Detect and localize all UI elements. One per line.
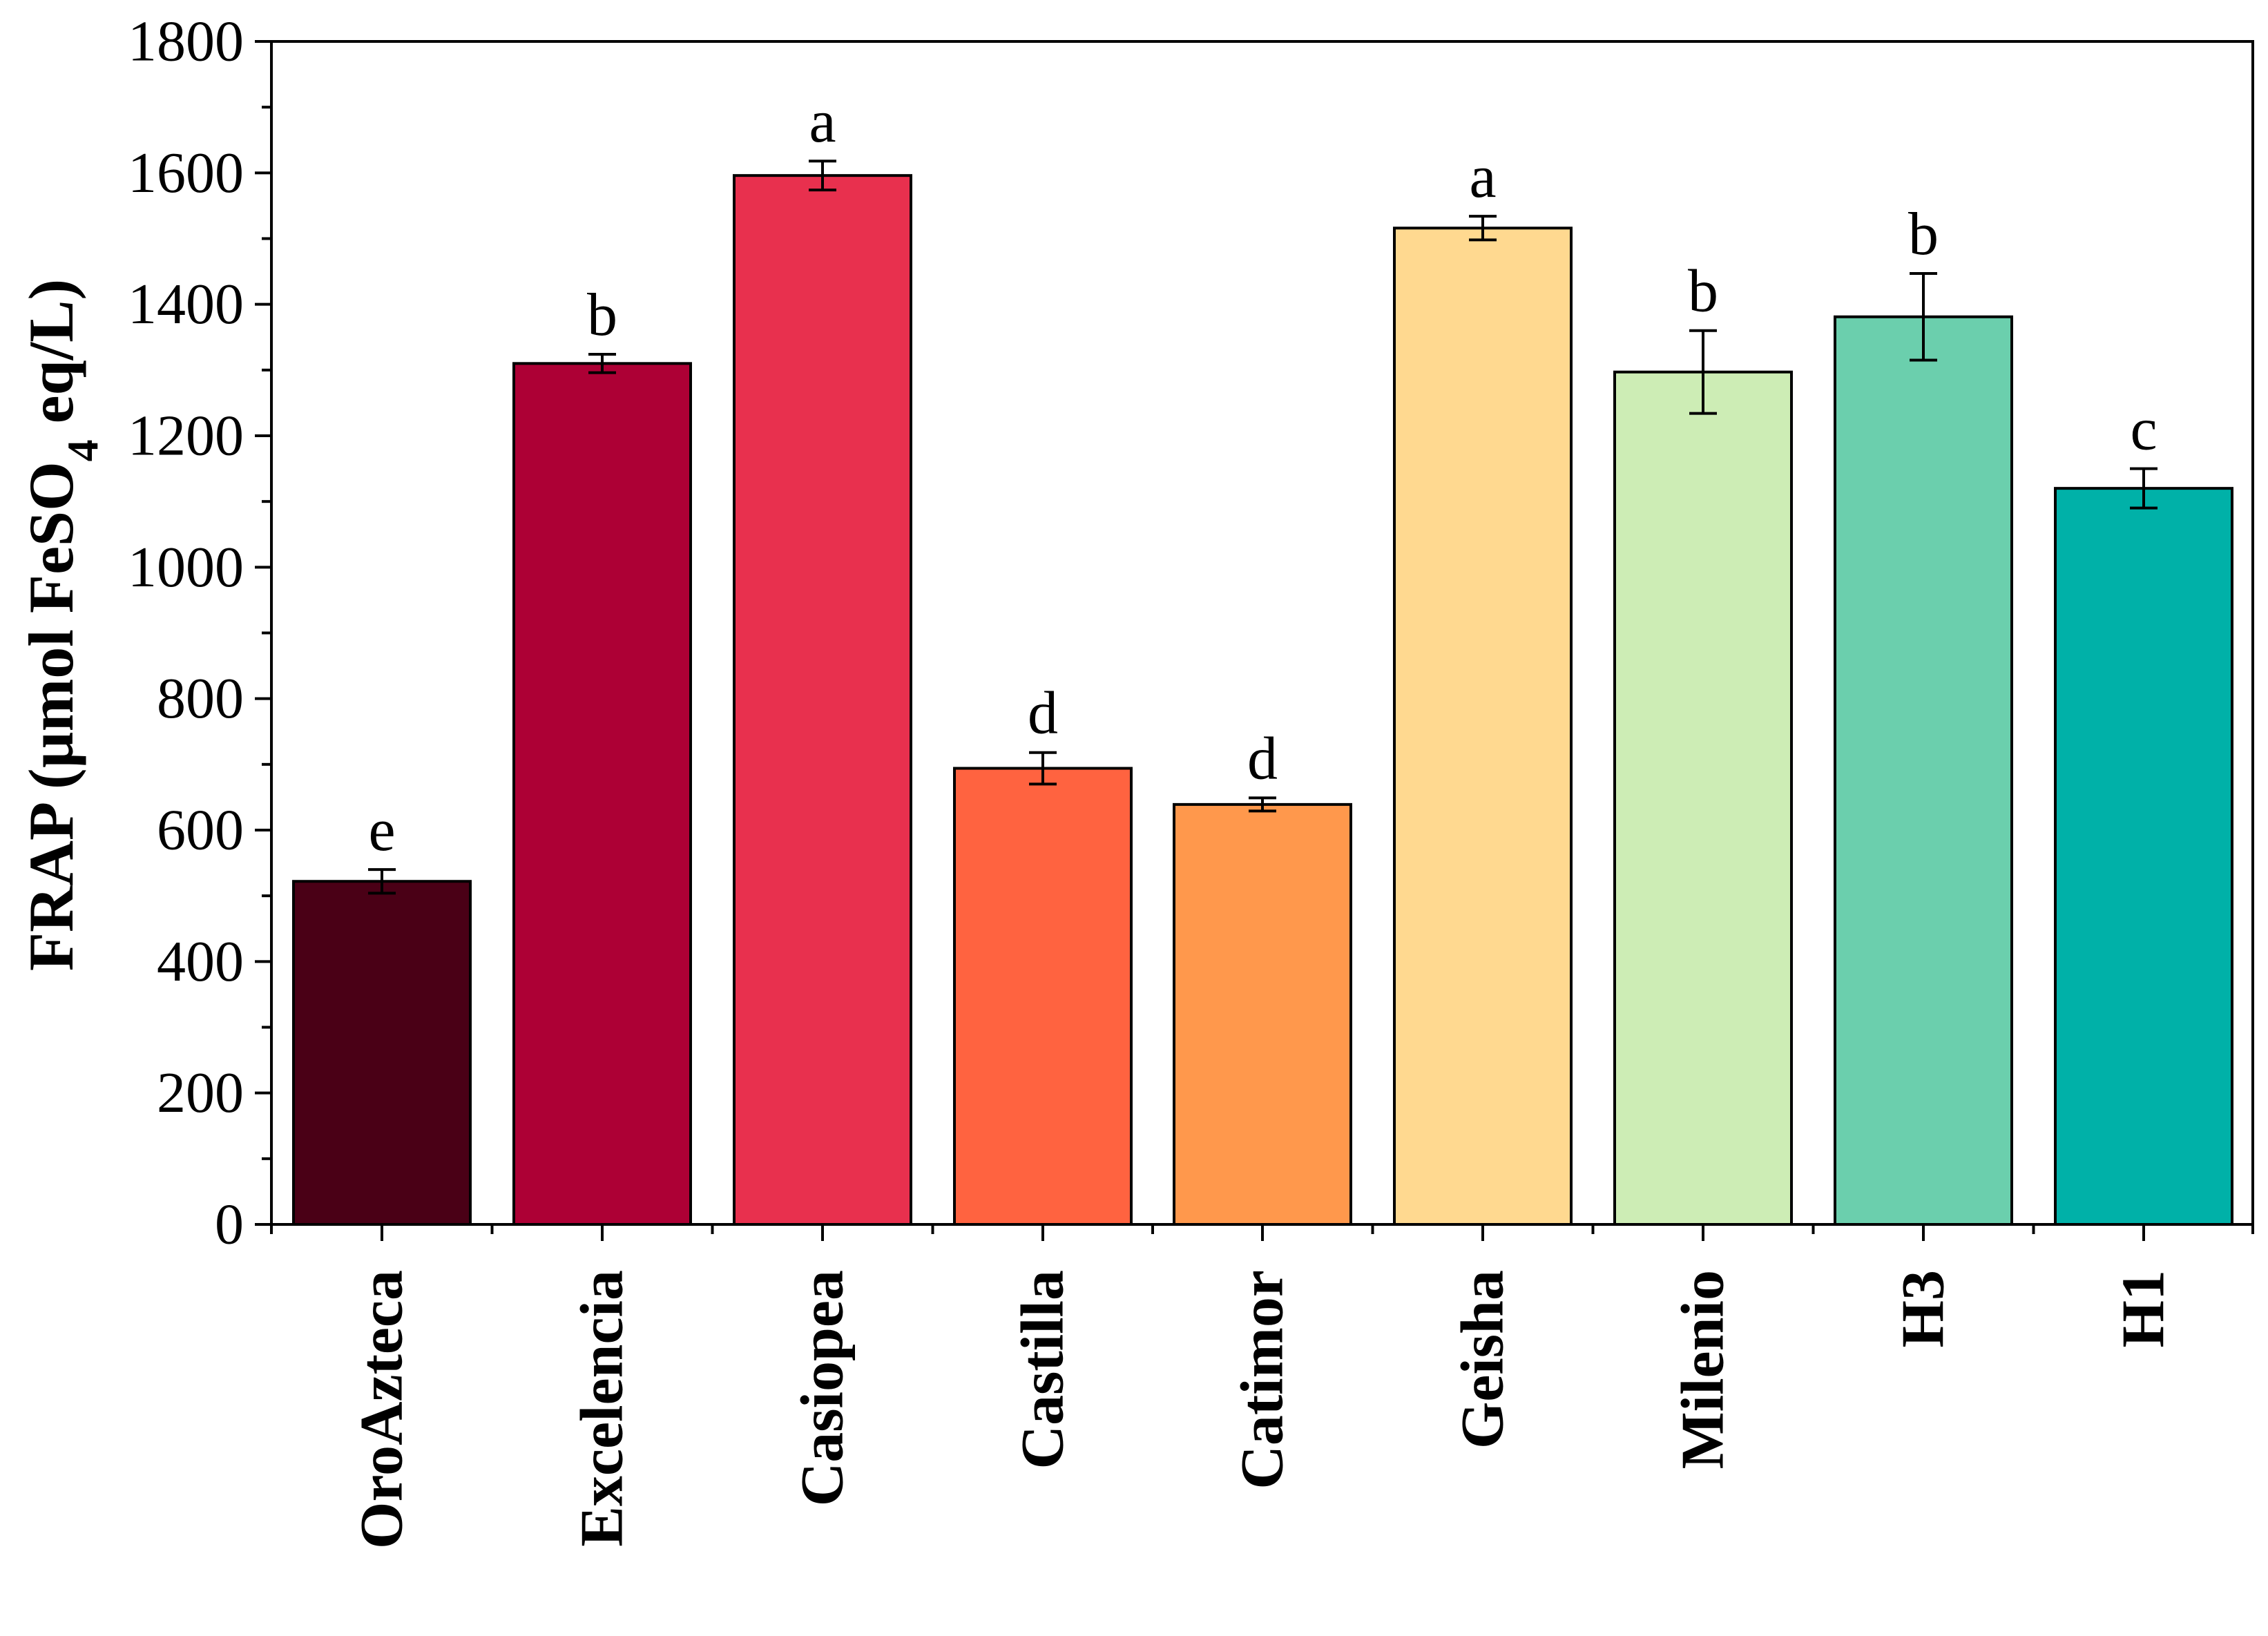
bar-excelencia xyxy=(512,362,692,1226)
significance-letter-catimor: d xyxy=(1247,725,1278,792)
error-bar-geisha xyxy=(1469,215,1497,242)
bar-milenio xyxy=(1613,370,1793,1226)
x-tick-label-casiopea: Casiopea xyxy=(789,1270,856,1506)
y-tick-label: 1200 xyxy=(128,404,244,468)
x-category-labels-layer: OroAzteca Excelencia Casiopea Castilla Catim… xyxy=(349,1270,2178,1549)
x-tick-label-castilla: Castilla xyxy=(1010,1270,1077,1469)
significance-letter-excelencia: b xyxy=(587,282,617,349)
y-tick-label: 1800 xyxy=(128,10,244,74)
axes-layer xyxy=(255,40,2254,1241)
y-tick-label: 200 xyxy=(157,1061,244,1125)
y-tick-label: 400 xyxy=(157,930,244,994)
bar-h1 xyxy=(2054,487,2233,1226)
y-tick-label: 800 xyxy=(157,666,244,731)
y-tick-label: 600 xyxy=(157,798,244,863)
significance-letter-casiopea: a xyxy=(809,88,836,155)
error-bar-h3 xyxy=(1910,271,1937,362)
x-tick-label-geisha: Geisha xyxy=(1450,1270,1517,1449)
significance-letter-geisha: a xyxy=(1469,144,1496,211)
bar-h3 xyxy=(1834,315,2013,1226)
y-tick-label: 0 xyxy=(215,1193,244,1257)
x-tick-label-oroazteca: OroAzteca xyxy=(349,1270,416,1549)
significance-letter-castilla: d xyxy=(1028,680,1058,747)
error-bar-castilla xyxy=(1029,751,1057,786)
significance-letter-h1: c xyxy=(2130,396,2157,463)
x-tick-label-h3: H3 xyxy=(1890,1270,1957,1347)
bar-catimor xyxy=(1173,802,1352,1226)
significance-letter-milenio: b xyxy=(1688,258,1718,325)
error-bars-layer xyxy=(368,160,2158,895)
y-axis-title: FRAP (µmol FeSO4 eq/L) xyxy=(16,279,107,971)
x-tick-label-excelencia: Excelencia xyxy=(569,1270,636,1547)
x-tick-label-milenio: Milenio xyxy=(1670,1270,1737,1469)
significance-letter-oroazteca: e xyxy=(368,797,395,864)
significance-letter-h3: b xyxy=(1908,201,1939,268)
y-axis-title-subscript: 4 xyxy=(58,439,107,461)
y-tick-label: 1400 xyxy=(128,272,244,336)
y-tick-label: 1600 xyxy=(128,141,244,205)
x-tick-label-catimor: Catimor xyxy=(1229,1270,1296,1490)
error-bar-milenio xyxy=(1689,329,1717,415)
error-bar-casiopea xyxy=(809,160,836,192)
bars-layer xyxy=(292,174,2233,1226)
significance-letters-layer: e b a d d a b b c xyxy=(368,88,2157,864)
bar-casiopea xyxy=(733,174,912,1226)
y-tick-label: 1000 xyxy=(128,535,244,599)
x-tick-label-h1: H1 xyxy=(2111,1270,2178,1347)
y-tick-labels-layer: 0 200 400 600 800 1000 1200 1400 1600 1800 xyxy=(128,10,244,1257)
error-bar-catimor xyxy=(1249,796,1276,813)
bar-oroazteca xyxy=(292,880,472,1226)
bar-castilla xyxy=(953,767,1133,1226)
bar-geisha xyxy=(1393,227,1573,1226)
error-bar-h1 xyxy=(2130,467,2158,510)
error-bar-oroazteca xyxy=(368,868,396,895)
error-bar-excelencia xyxy=(588,352,616,374)
y-axis-title-prefix: FRAP (µmol FeSO xyxy=(16,461,86,971)
y-axis-title-suffix: eq/L) xyxy=(16,279,86,440)
